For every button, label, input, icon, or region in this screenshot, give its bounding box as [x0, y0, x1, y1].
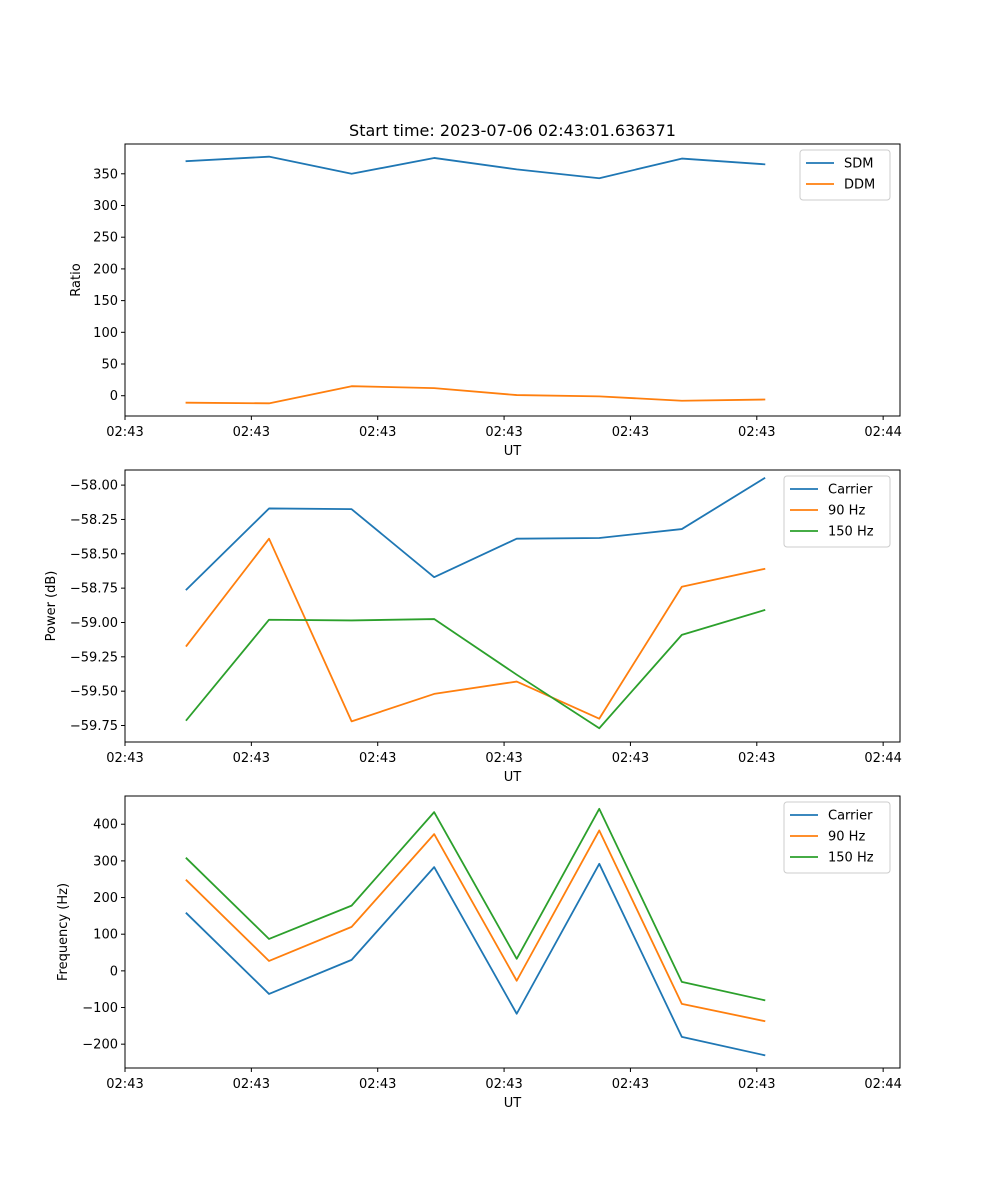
- x-tick-label: 02:43: [485, 1077, 522, 1092]
- series-line-sdm: [185, 155, 766, 180]
- plot-frame: [124, 143, 901, 417]
- y-tick-label: 400: [93, 818, 118, 833]
- x-tick-label: 02:43: [738, 425, 775, 440]
- x-tick-label: 02:44: [864, 1077, 901, 1092]
- legend-label-ddm: DDM: [844, 178, 875, 193]
- x-tick-label: 02:44: [864, 425, 901, 440]
- x-axis-label: UT: [504, 770, 522, 785]
- legend-label-150-hz: 150 Hz: [828, 851, 874, 866]
- series-line-carrier: [185, 477, 766, 591]
- figure-title: Start time: 2023-07-06 02:43:01.636371: [349, 121, 676, 140]
- x-tick-label: 02:43: [738, 1077, 775, 1092]
- plot-frame: [124, 795, 901, 1069]
- y-tick-label: −59.75: [70, 719, 118, 734]
- x-axis-label: UT: [504, 1096, 522, 1111]
- y-tick-label: 0: [110, 389, 118, 404]
- y-tick-label: −59.00: [70, 616, 118, 631]
- x-tick-label: 02:43: [738, 751, 775, 766]
- y-tick-label: 200: [93, 891, 118, 906]
- y-axis-label: Frequency (Hz): [56, 883, 71, 981]
- x-tick-label: 02:43: [233, 751, 270, 766]
- x-tick-label: 02:44: [864, 751, 901, 766]
- y-tick-label: −58.00: [70, 479, 118, 494]
- series-line-90-hz: [185, 829, 766, 1023]
- y-tick-label: 0: [110, 964, 118, 979]
- legend-label-sdm: SDM: [844, 157, 873, 172]
- legend-label-90-hz: 90 Hz: [828, 504, 865, 519]
- y-tick-label: 50: [101, 358, 118, 373]
- series-line-150-hz: [185, 608, 766, 730]
- legend-box: [783, 801, 891, 874]
- y-tick-label: −100: [82, 1001, 118, 1016]
- y-tick-label: −59.25: [70, 650, 118, 665]
- y-tick-label: −200: [82, 1038, 118, 1053]
- x-tick-label: 02:43: [359, 425, 396, 440]
- x-tick-label: 02:43: [485, 751, 522, 766]
- subplot-frequency: −200 −100 0 100 200 300 400 02:43 02:43 02:43 02:…: [56, 795, 902, 1111]
- y-tick-label: 200: [93, 262, 118, 277]
- legend: Carrier 90 Hz 150 Hz: [783, 475, 891, 548]
- y-tick-label: 150: [93, 294, 118, 309]
- y-tick-label: −58.75: [70, 582, 118, 597]
- x-tick-label: 02:43: [233, 425, 270, 440]
- y-tick-label: 100: [93, 326, 118, 341]
- series-line-carrier: [185, 862, 766, 1057]
- y-tick-label: 100: [93, 928, 118, 943]
- x-tick-label: 02:43: [359, 1077, 396, 1092]
- x-tick-label: 02:43: [106, 425, 143, 440]
- y-tick-label: 300: [93, 199, 118, 214]
- x-tick-label: 02:43: [106, 751, 143, 766]
- x-tick-label: 02:43: [106, 1077, 143, 1092]
- y-axis-label: Ratio: [69, 263, 84, 296]
- x-tick-label: 02:43: [485, 425, 522, 440]
- legend: SDM DDM: [799, 149, 891, 201]
- y-tick-label: −58.25: [70, 513, 118, 528]
- x-tick-label: 02:43: [233, 1077, 270, 1092]
- x-tick-label: 02:43: [612, 425, 649, 440]
- series-line-150-hz: [185, 807, 766, 1002]
- series-line-90-hz: [185, 537, 766, 723]
- y-tick-label: 300: [93, 854, 118, 869]
- subplot-ratio: 0 50 100 150 200 250 300 350 02:43 02:43 02:43 02:…: [69, 143, 902, 459]
- legend: Carrier 90 Hz 150 Hz: [783, 801, 891, 874]
- y-tick-label: −58.50: [70, 547, 118, 562]
- legend-box: [783, 475, 891, 548]
- legend-label-150-hz: 150 Hz: [828, 525, 874, 540]
- subplot-power: −59.75 −59.50 −59.25 −59.00 −58.75 −58.50 −58.…: [44, 469, 902, 785]
- legend-label-carrier: Carrier: [828, 809, 873, 824]
- series-line-ddm: [185, 385, 766, 405]
- plot-frame: [124, 469, 901, 743]
- y-axis-label: Power (dB): [44, 571, 59, 642]
- y-tick-label: 350: [93, 167, 118, 182]
- y-tick-label: −59.50: [70, 685, 118, 700]
- x-tick-label: 02:43: [612, 751, 649, 766]
- legend-label-carrier: Carrier: [828, 483, 873, 498]
- x-tick-label: 02:43: [359, 751, 396, 766]
- x-axis-label: UT: [504, 444, 522, 459]
- legend-label-90-hz: 90 Hz: [828, 830, 865, 845]
- y-tick-label: 250: [93, 231, 118, 246]
- x-tick-label: 02:43: [612, 1077, 649, 1092]
